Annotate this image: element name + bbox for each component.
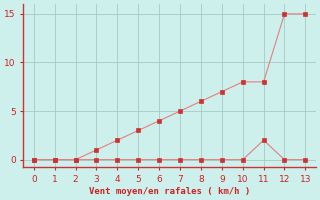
X-axis label: Vent moyen/en rafales ( km/h ): Vent moyen/en rafales ( km/h ) (89, 187, 250, 196)
